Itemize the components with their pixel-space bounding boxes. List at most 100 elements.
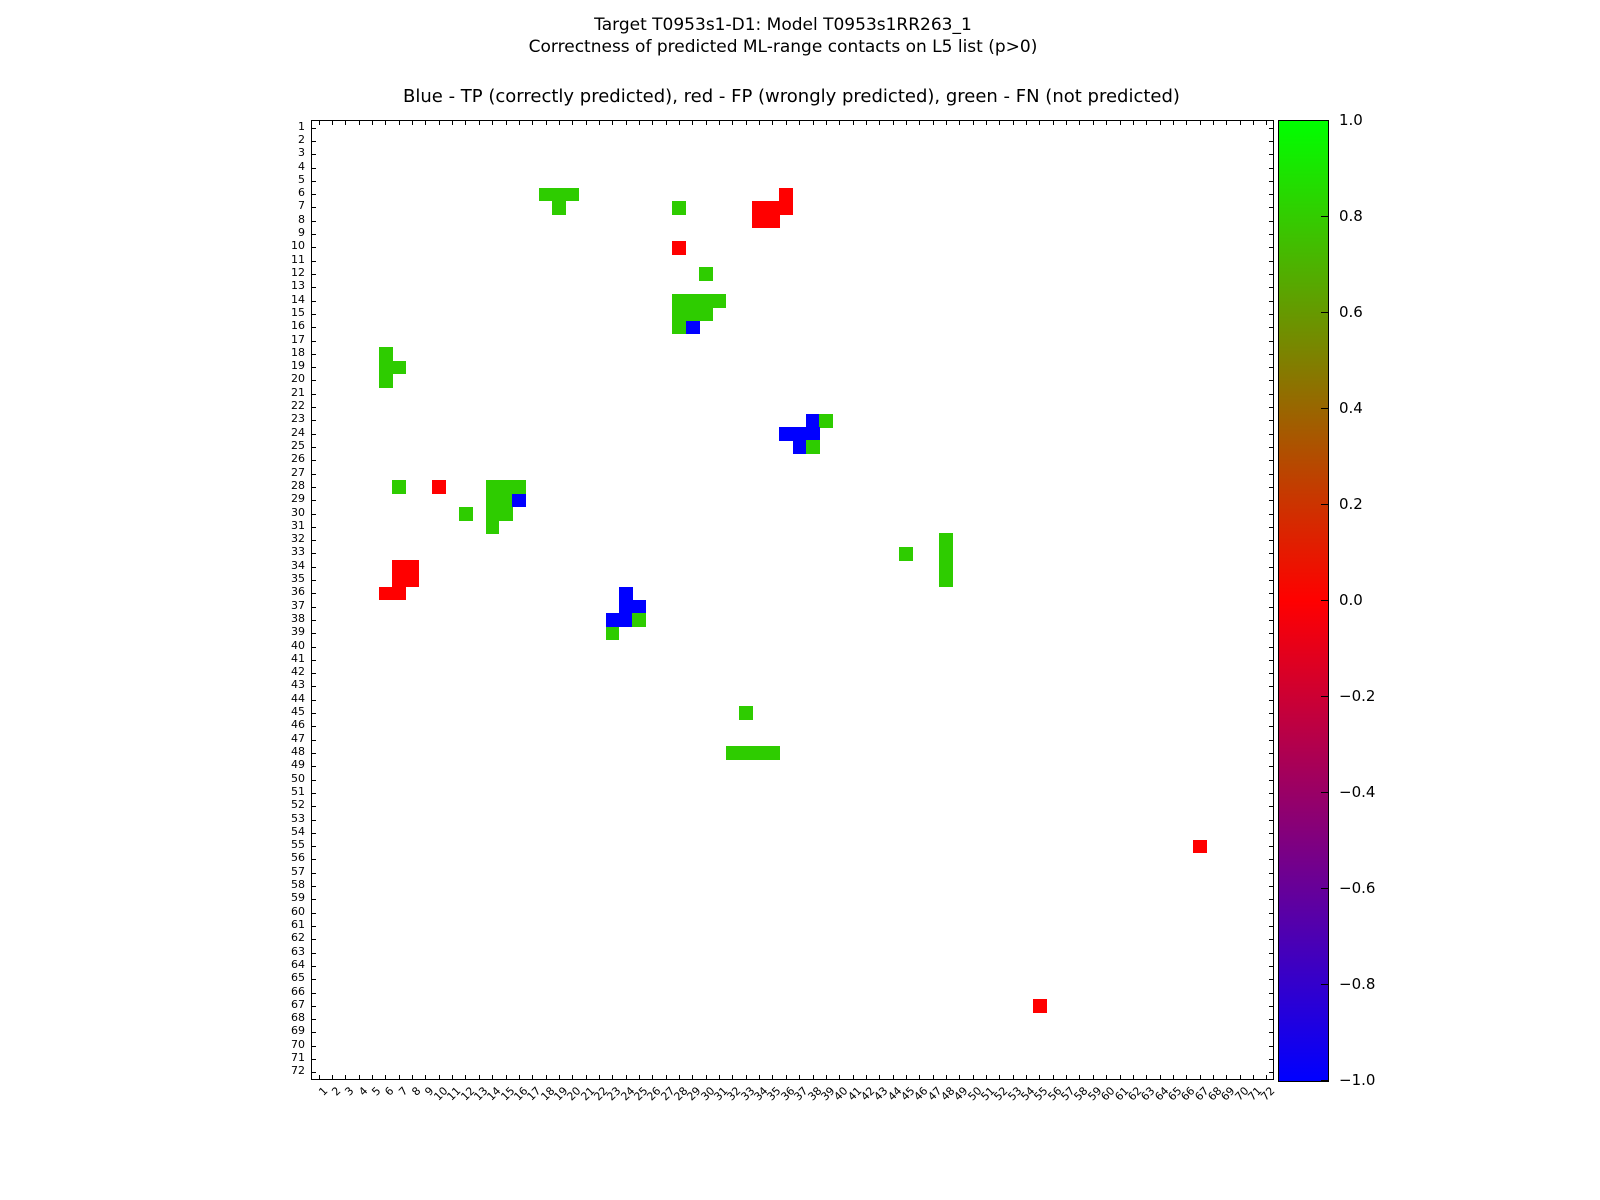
y-tick-label: 5 <box>298 172 305 186</box>
axis-tick <box>1269 513 1273 515</box>
axis-tick <box>1132 121 1134 125</box>
x-tick-label: 6 <box>382 1084 397 1099</box>
x-tick-label: 65 <box>1165 1084 1185 1104</box>
axis-tick <box>1269 1005 1273 1007</box>
figure-title: Target T0953s1-D1: Model T0953s1RR263_1 … <box>0 14 1566 58</box>
heatmap-cell <box>618 586 633 601</box>
heatmap-cell <box>392 573 406 588</box>
axis-tick <box>1269 1045 1273 1047</box>
colorbar-tick-label: −0.4 <box>1339 783 1376 801</box>
x-tick-label: 25 <box>631 1084 651 1104</box>
x-tick-label: 21 <box>578 1084 598 1104</box>
axis-tick <box>312 606 316 608</box>
axis-tick <box>1269 1019 1273 1021</box>
axis-tick <box>312 513 316 515</box>
axis-tick <box>945 1075 947 1079</box>
axis-tick <box>1269 713 1273 715</box>
axis-tick <box>745 1075 747 1079</box>
axis-tick <box>312 766 316 768</box>
axis-tick <box>839 1075 841 1079</box>
heatmap-cell <box>805 413 820 428</box>
axis-tick <box>799 121 801 125</box>
axis-tick <box>1269 925 1273 927</box>
axis-tick <box>1269 566 1273 568</box>
y-tick-label: 1 <box>298 119 305 133</box>
heatmap-cell <box>779 427 793 441</box>
y-tick-label: 22 <box>291 399 305 413</box>
x-tick-label: 43 <box>871 1084 891 1104</box>
axis-tick <box>332 121 334 125</box>
axis-tick <box>312 500 316 502</box>
axis-tick <box>1269 167 1273 169</box>
axis-tick <box>532 1075 534 1079</box>
axis-tick <box>1269 886 1273 888</box>
axis-tick <box>312 540 316 542</box>
axis-tick <box>312 1045 316 1047</box>
y-tick-label: 68 <box>291 1011 305 1025</box>
axis-tick <box>1269 327 1273 329</box>
axis-tick <box>1039 121 1041 125</box>
axis-tick <box>665 121 667 125</box>
y-tick-label: 32 <box>291 532 305 546</box>
axis-tick <box>692 121 694 125</box>
axis-tick <box>759 121 761 125</box>
x-tick-label: 52 <box>991 1084 1011 1104</box>
axis-tick <box>1269 872 1273 874</box>
heatmap-cell <box>378 586 393 601</box>
axis-tick <box>452 1075 454 1079</box>
x-tick-label: 64 <box>1151 1084 1172 1104</box>
axis-tick <box>312 1005 316 1007</box>
axis-tick <box>312 274 316 275</box>
y-tick-label: 27 <box>291 465 305 479</box>
axis-tick <box>492 121 494 125</box>
axis-tick <box>639 121 640 125</box>
y-tick-label: 39 <box>291 625 305 639</box>
x-tick-label: 38 <box>804 1084 825 1104</box>
x-tick-label: 36 <box>778 1084 798 1104</box>
axis-tick <box>1186 121 1188 125</box>
axis-tick <box>879 1075 881 1079</box>
x-tick-label: 10 <box>431 1084 451 1104</box>
axis-tick <box>1269 553 1273 555</box>
x-tick-label: 7 <box>396 1084 411 1099</box>
x-tick-label: 11 <box>444 1084 464 1104</box>
y-tick-label: 17 <box>291 332 305 346</box>
axis-tick <box>312 553 316 555</box>
axis-tick <box>438 121 440 125</box>
heatmap-cell <box>939 573 954 588</box>
heatmap-cell <box>618 600 633 614</box>
axis-tick <box>1066 1075 1068 1079</box>
axis-tick <box>558 121 560 125</box>
axis-tick <box>1269 606 1273 608</box>
axis-tick <box>312 713 316 715</box>
x-tick-label: 22 <box>591 1084 611 1104</box>
axis-tick <box>438 1075 440 1079</box>
y-tick-label: 70 <box>291 1037 305 1051</box>
colorbar-tick-label: −0.2 <box>1339 687 1376 705</box>
y-tick-label: 8 <box>298 212 305 226</box>
heatmap-cell <box>538 187 553 202</box>
axis-tick <box>905 1075 907 1079</box>
axis-tick <box>545 1075 547 1079</box>
heatmap-cell <box>618 613 633 628</box>
axis-tick <box>719 121 721 125</box>
y-tick-label: 51 <box>291 784 305 798</box>
x-tick-label: 14 <box>484 1084 504 1104</box>
heatmap-cell <box>672 307 687 322</box>
heatmap-cell <box>458 506 473 521</box>
colorbar-tick-label: 0.8 <box>1339 207 1363 225</box>
y-tick-label: 6 <box>298 186 305 200</box>
x-tick-label: 47 <box>925 1084 945 1104</box>
axis-tick <box>492 1075 494 1079</box>
axis-tick <box>505 1075 507 1079</box>
axis-tick <box>1106 1075 1108 1079</box>
x-tick-label: 58 <box>1071 1084 1091 1104</box>
axis-tick <box>425 121 427 125</box>
axis-tick <box>1269 127 1273 129</box>
axis-tick <box>999 1075 1001 1079</box>
axis-tick <box>1269 446 1273 448</box>
y-tick-label: 15 <box>291 305 305 319</box>
y-tick-label: 72 <box>291 1064 305 1078</box>
y-tick-label: 30 <box>291 505 305 519</box>
